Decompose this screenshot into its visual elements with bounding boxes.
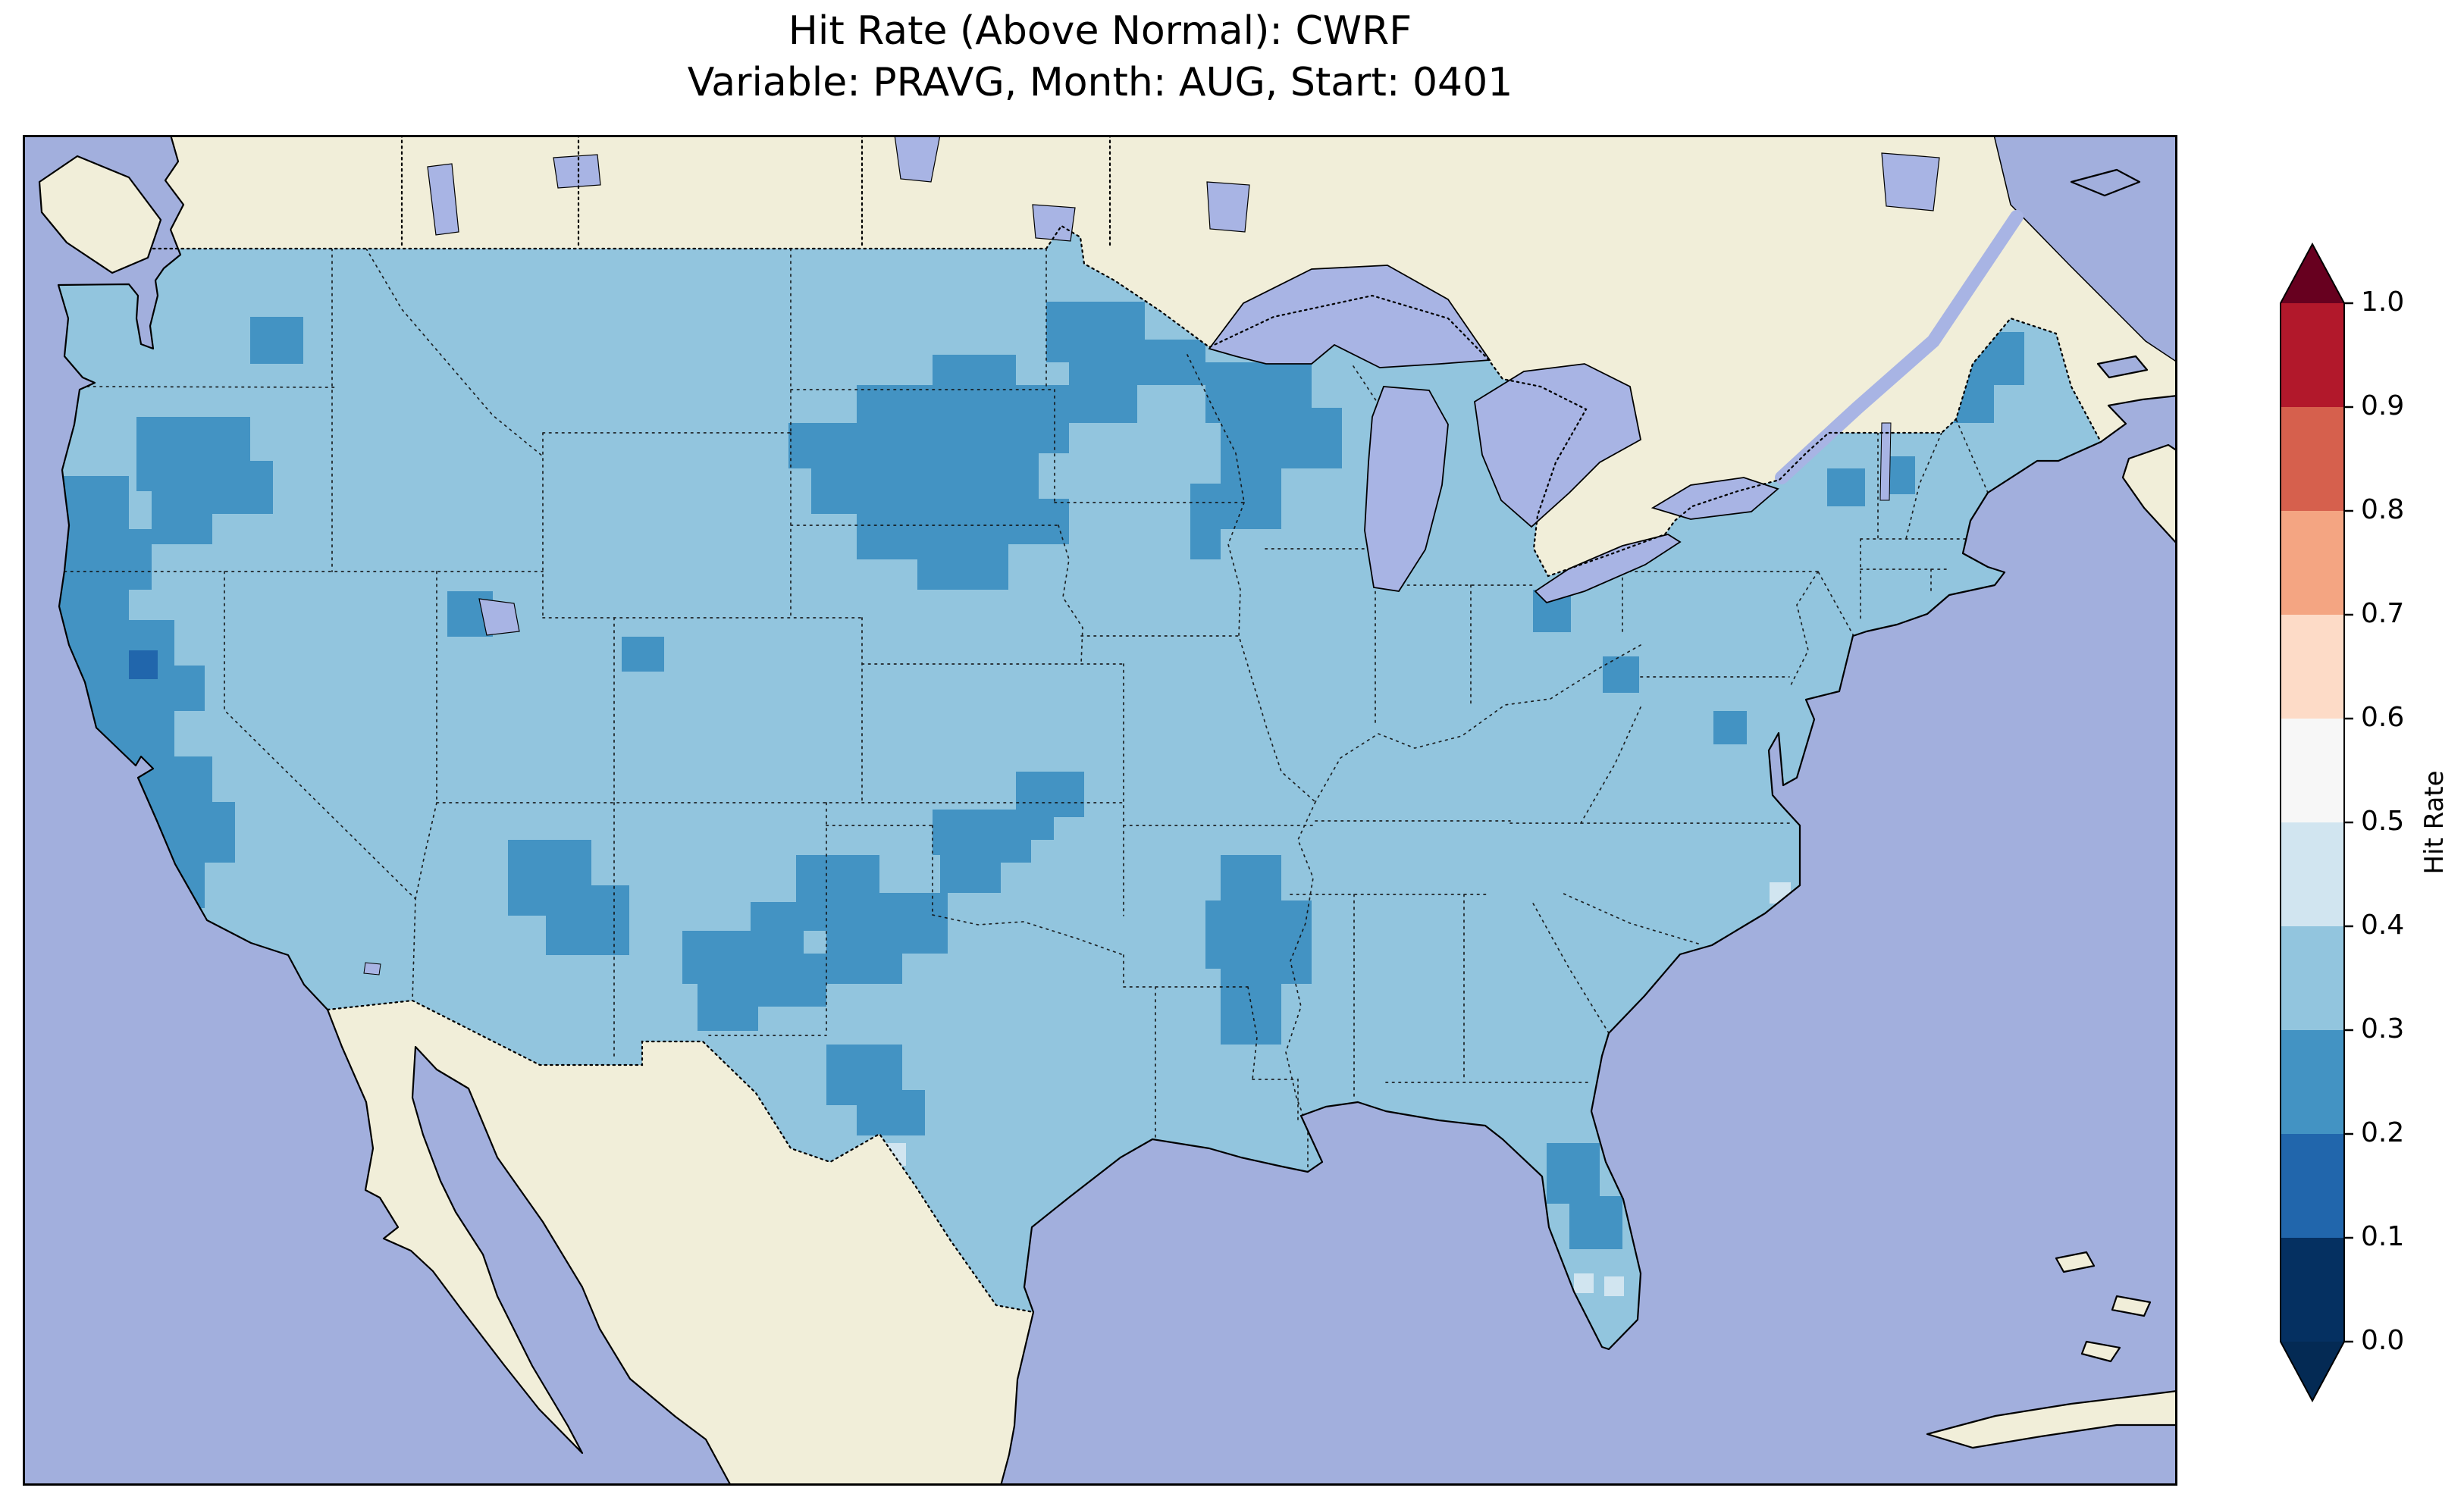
hit-rate-patch-lower-mississippi	[1205, 855, 1312, 1045]
tick-0.7: 0.7	[2361, 598, 2404, 629]
colorbar: 1.0 0.9 0.8 0.7 0.6 0.5 0.4 0.3 0.2 0.1 …	[2280, 242, 2450, 1403]
hit-rate-cell-florida-pale-1	[1574, 1273, 1594, 1293]
colorbar-tick-labels: 1.0 0.9 0.8 0.7 0.6 0.5 0.4 0.3 0.2 0.1 …	[2361, 287, 2404, 1356]
lake-nipigon	[1206, 181, 1250, 233]
chart-title: Hit Rate (Above Normal): CWRF	[788, 8, 1412, 54]
salton-sea	[363, 962, 381, 976]
hit-rate-patch-kansas-oklahoma	[1016, 772, 1084, 840]
hit-rate-patch-washington	[250, 317, 303, 364]
lakes	[363, 135, 1940, 976]
hit-rate-patch-adirondacks	[1827, 468, 1865, 506]
colorbar-extend-over	[2281, 244, 2344, 303]
colorbar-bin-0.3-0.2	[2281, 1030, 2344, 1134]
colorbar-bin-0.4-0.3	[2281, 926, 2344, 1030]
international-borders	[152, 135, 2102, 1314]
hit-rate-cell-lowest-california	[129, 650, 158, 679]
tick-0.5: 0.5	[2361, 806, 2404, 837]
hit-rate-patch-west-coast	[58, 476, 235, 908]
colorbar-bin-1.0-0.9	[2281, 303, 2344, 407]
hit-rate-cell-florida-pale-2	[1604, 1276, 1624, 1296]
colorbar-bin-0.6-0.5	[2281, 719, 2344, 822]
hit-rate-patch-northeast-ohio	[1603, 656, 1639, 693]
colorbar-bin-0.5-0.4	[2281, 822, 2344, 926]
st-lawrence-river	[1775, 210, 2024, 484]
tick-0.1: 0.1	[2361, 1221, 2404, 1252]
chart-subtitle: Variable: PRAVG, Month: AUG, Start: 0401	[687, 59, 1513, 105]
great-salt-lake	[478, 598, 520, 636]
canada-lake-1	[427, 163, 459, 236]
colorbar-bin-0.8-0.7	[2281, 511, 2344, 615]
chart-title-block: Hit Rate (Above Normal): CWRF Variable: …	[23, 6, 2177, 108]
tick-0.8: 0.8	[2361, 494, 2404, 525]
colorbar-ticks	[2344, 302, 2353, 1343]
hit-rate-patch-florida	[1547, 1143, 1622, 1249]
canada-lake-2	[553, 154, 601, 189]
hit-rate-patch-arizona-newmexico	[508, 840, 629, 955]
quebec-lake	[1881, 152, 1940, 211]
colorbar-bin-0.1-0.0	[2281, 1238, 2344, 1342]
gulf-of-st-lawrence	[1993, 135, 2177, 363]
lake-superior	[1208, 265, 1491, 368]
tick-0.9: 0.9	[2361, 390, 2404, 421]
tick-0.4: 0.4	[2361, 910, 2404, 941]
tick-0.6: 0.6	[2361, 702, 2404, 733]
conus-hit-rate-map	[23, 135, 2177, 1486]
low-hit-patches	[58, 248, 2024, 1296]
colorbar-axis-label: Hit Rate	[2419, 770, 2450, 874]
map-frame	[23, 135, 2177, 1486]
state-boundaries	[64, 248, 1989, 1173]
hit-rate-patch-virginia	[1713, 711, 1747, 744]
tick-0.3: 0.3	[2361, 1013, 2404, 1045]
hit-rate-patch-colorado	[622, 637, 664, 672]
lake-champlain	[1879, 422, 1892, 501]
colorbar-bin-0.2-0.1	[2281, 1134, 2344, 1238]
hit-rate-patch-big-bend-texas	[826, 1045, 925, 1135]
hit-rate-patch-northern-plains	[788, 355, 1069, 590]
tick-0.0: 0.0	[2361, 1325, 2404, 1356]
hit-rate-patch-oregon	[136, 417, 273, 544]
lake-winnipeg-tip	[894, 135, 941, 183]
hit-rate-patch-west-texas	[682, 902, 826, 1031]
hit-rate-patch-vermont	[1885, 456, 1915, 494]
tick-1.0: 1.0	[2361, 287, 2404, 318]
colorbar-bin-0.7-0.6	[2281, 615, 2344, 719]
lake-michigan	[1364, 386, 1449, 592]
hit-rate-patch-texas-panhandle	[796, 855, 948, 984]
tick-0.2: 0.2	[2361, 1117, 2404, 1148]
lake-of-the-woods	[1032, 204, 1076, 242]
hit-rate-patch-northwest-ohio	[1533, 590, 1571, 632]
hit-rate-patch-wisconsin	[1190, 362, 1342, 559]
hit-rate-patch-oklahoma	[933, 810, 1031, 893]
colorbar-extend-under	[2281, 1342, 2344, 1401]
lake-erie	[1534, 534, 1682, 604]
colorbar-bin-0.9-0.8	[2281, 407, 2344, 511]
lake-huron	[1474, 363, 1642, 528]
hit-rate-patch-minnesota	[1046, 302, 1205, 423]
